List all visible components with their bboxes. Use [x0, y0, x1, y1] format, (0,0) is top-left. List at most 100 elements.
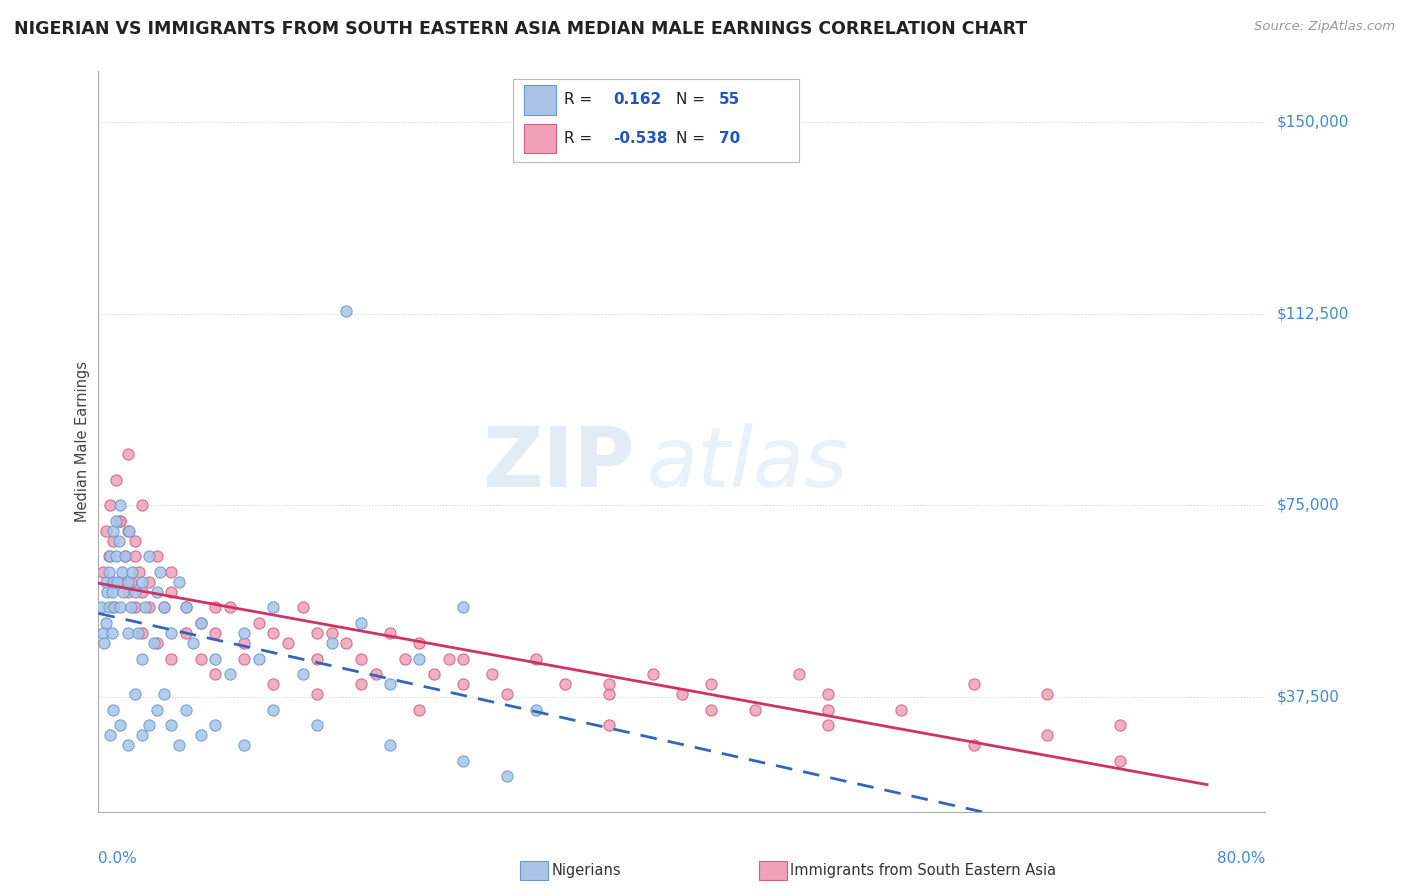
- Point: [146, 636, 169, 650]
- Point: [496, 769, 519, 783]
- Point: [174, 600, 197, 615]
- Point: [160, 565, 183, 579]
- Point: [204, 651, 226, 665]
- Point: [451, 600, 474, 615]
- Point: [451, 651, 474, 665]
- Point: [117, 524, 139, 538]
- Point: [700, 703, 723, 717]
- Point: [437, 651, 460, 665]
- Point: [124, 534, 146, 549]
- Point: [124, 549, 146, 564]
- Point: [127, 626, 149, 640]
- Point: [554, 677, 576, 691]
- Point: [350, 615, 373, 630]
- Point: [131, 574, 153, 589]
- Point: [110, 574, 132, 589]
- Point: [380, 677, 402, 691]
- Point: [160, 585, 183, 599]
- Point: [93, 636, 115, 650]
- Point: [101, 600, 124, 615]
- Point: [110, 600, 132, 615]
- Point: [131, 651, 153, 665]
- Point: [117, 447, 139, 461]
- Point: [1108, 718, 1130, 732]
- Text: Source: ZipAtlas.com: Source: ZipAtlas.com: [1254, 20, 1395, 33]
- Point: [263, 703, 285, 717]
- Point: [962, 677, 984, 691]
- Point: [134, 600, 156, 615]
- Point: [408, 703, 430, 717]
- Point: [98, 499, 121, 513]
- Point: [307, 687, 329, 701]
- Point: [94, 524, 117, 538]
- Point: [218, 666, 240, 681]
- Point: [96, 585, 118, 599]
- Point: [190, 728, 212, 742]
- Point: [190, 615, 212, 630]
- Text: 80.0%: 80.0%: [1218, 851, 1265, 865]
- Point: [120, 574, 142, 589]
- Point: [641, 666, 664, 681]
- Point: [307, 718, 329, 732]
- Point: [350, 651, 373, 665]
- Point: [598, 687, 620, 701]
- Point: [247, 651, 270, 665]
- Point: [138, 574, 160, 589]
- Point: [218, 600, 240, 615]
- Point: [112, 585, 135, 599]
- Point: [817, 718, 839, 732]
- Text: $37,500: $37,500: [1277, 690, 1340, 705]
- Point: [118, 524, 141, 538]
- Point: [167, 574, 190, 589]
- Point: [153, 687, 176, 701]
- Point: [817, 703, 839, 717]
- Point: [335, 636, 357, 650]
- Point: [481, 666, 503, 681]
- Point: [350, 677, 373, 691]
- Point: [1108, 754, 1130, 768]
- Point: [104, 549, 127, 564]
- Point: [181, 636, 204, 650]
- Point: [496, 687, 519, 701]
- Point: [277, 636, 299, 650]
- Point: [423, 666, 446, 681]
- Text: atlas: atlas: [647, 423, 849, 504]
- Point: [233, 739, 256, 753]
- Point: [451, 677, 474, 691]
- Point: [174, 703, 197, 717]
- Point: [204, 666, 226, 681]
- Y-axis label: Median Male Earnings: Median Male Earnings: [75, 361, 90, 522]
- Point: [138, 600, 160, 615]
- Point: [380, 739, 402, 753]
- Point: [97, 600, 120, 615]
- Point: [94, 574, 117, 589]
- Text: ZIP: ZIP: [482, 423, 636, 504]
- Point: [97, 549, 120, 564]
- Point: [291, 666, 314, 681]
- Point: [321, 626, 343, 640]
- Text: $150,000: $150,000: [1277, 115, 1348, 130]
- Point: [131, 499, 153, 513]
- Text: $75,000: $75,000: [1277, 498, 1340, 513]
- Point: [91, 565, 114, 579]
- Point: [524, 651, 547, 665]
- Point: [962, 739, 984, 753]
- Point: [146, 585, 169, 599]
- Point: [160, 651, 183, 665]
- Point: [204, 626, 226, 640]
- Point: [307, 626, 329, 640]
- Point: [263, 677, 285, 691]
- Point: [671, 687, 693, 701]
- Point: [307, 651, 329, 665]
- Point: [1035, 687, 1057, 701]
- Point: [149, 565, 172, 579]
- Point: [97, 565, 120, 579]
- Point: [131, 728, 153, 742]
- Point: [174, 626, 197, 640]
- Point: [190, 615, 212, 630]
- Point: [111, 565, 134, 579]
- Point: [153, 600, 176, 615]
- Text: $112,500: $112,500: [1277, 306, 1348, 321]
- Point: [190, 651, 212, 665]
- Point: [110, 718, 132, 732]
